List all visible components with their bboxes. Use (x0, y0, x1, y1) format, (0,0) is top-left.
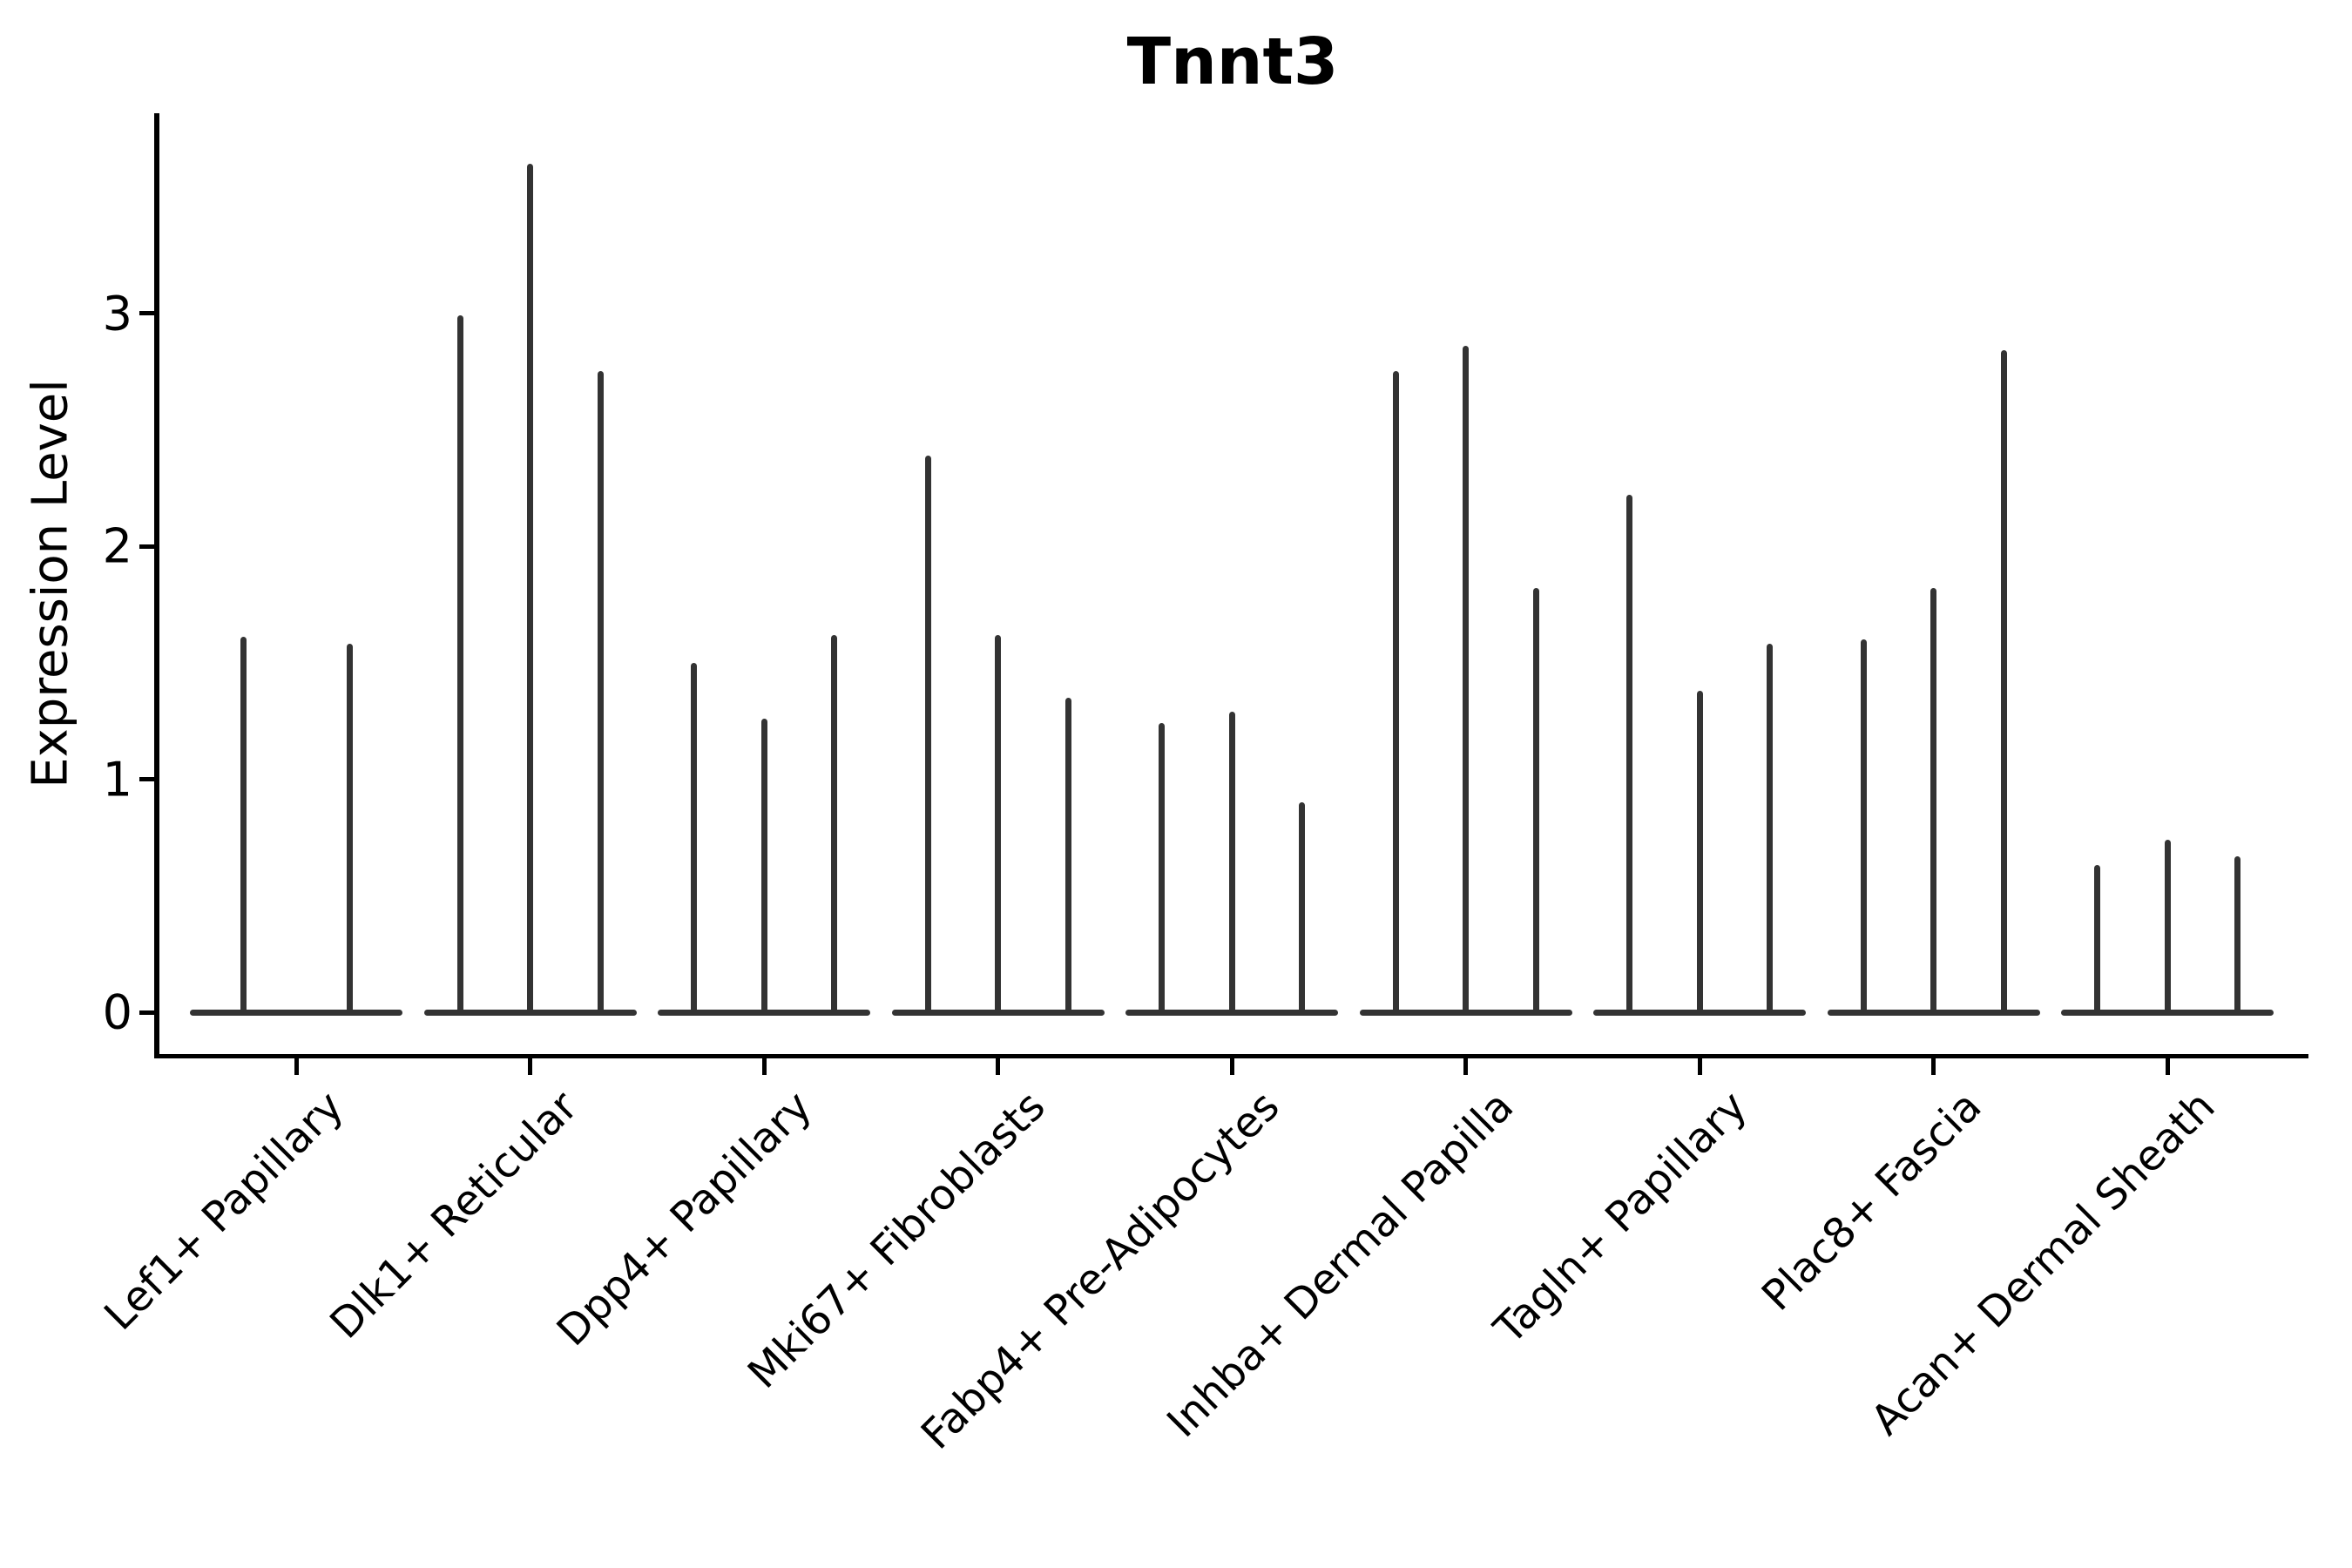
violin-max-spike (597, 371, 604, 1015)
x-tick-mark (1697, 1054, 1702, 1075)
violin-max-spike (760, 718, 767, 1015)
y-tick-label: 3 (102, 286, 132, 341)
y-tick-label: 2 (102, 518, 132, 574)
y-axis-label: Expression Level (22, 379, 79, 788)
x-tick-label: Plac8+ Fascia (1752, 1082, 1991, 1321)
violin-max-spike (691, 662, 697, 1015)
violin-body-baseline (190, 1010, 402, 1016)
violin-max-spike (831, 634, 837, 1015)
y-tick-mark (139, 777, 157, 781)
violin-max-spike (2000, 350, 2007, 1015)
x-tick-label: Tagln+ Papillary (1484, 1082, 1757, 1354)
violin-max-spike (1696, 690, 1703, 1015)
violin-max-spike (240, 637, 247, 1015)
chart-title: Tnnt3 (1126, 24, 1339, 99)
x-tick-mark (761, 1054, 767, 1075)
x-tick-mark (1229, 1054, 1234, 1075)
violin-max-spike (1228, 711, 1235, 1015)
violin-max-spike (346, 644, 353, 1015)
violin-max-spike (924, 455, 931, 1015)
violin-max-spike (1767, 644, 1773, 1015)
y-tick-mark (139, 311, 157, 315)
violin-max-spike (1463, 345, 1469, 1015)
x-tick-mark (996, 1054, 1000, 1075)
y-tick-mark (139, 544, 157, 549)
violin-max-spike (2094, 865, 2100, 1015)
violin-max-spike (1159, 723, 1165, 1015)
violin-max-spike (1626, 495, 1632, 1015)
y-tick-label: 1 (102, 752, 132, 807)
x-tick-mark (2165, 1054, 2170, 1075)
x-tick-mark (294, 1054, 299, 1075)
violin-max-spike (2234, 855, 2240, 1015)
violin-max-spike (995, 634, 1001, 1015)
violin-max-spike (456, 315, 463, 1015)
x-tick-label: Dlk1+ Reticular (321, 1082, 588, 1348)
x-tick-label: Dpp4+ Papillary (547, 1082, 821, 1356)
violin-max-spike (1860, 639, 1867, 1015)
x-tick-label: Lef1+ Papillary (95, 1082, 354, 1340)
violin-max-spike (1064, 697, 1071, 1015)
y-tick-label: 0 (102, 984, 132, 1040)
x-tick-mark (528, 1054, 532, 1075)
y-tick-mark (139, 1010, 157, 1015)
violin-max-spike (527, 164, 533, 1015)
violin-max-spike (1299, 802, 1305, 1015)
y-axis-spine (154, 113, 159, 1058)
violin-max-spike (1392, 371, 1399, 1015)
violin-max-spike (2164, 840, 2171, 1015)
x-tick-mark (1931, 1054, 1936, 1075)
x-tick-mark (1463, 1054, 1468, 1075)
violin-max-spike (1532, 588, 1539, 1015)
violin-max-spike (1930, 588, 1936, 1015)
